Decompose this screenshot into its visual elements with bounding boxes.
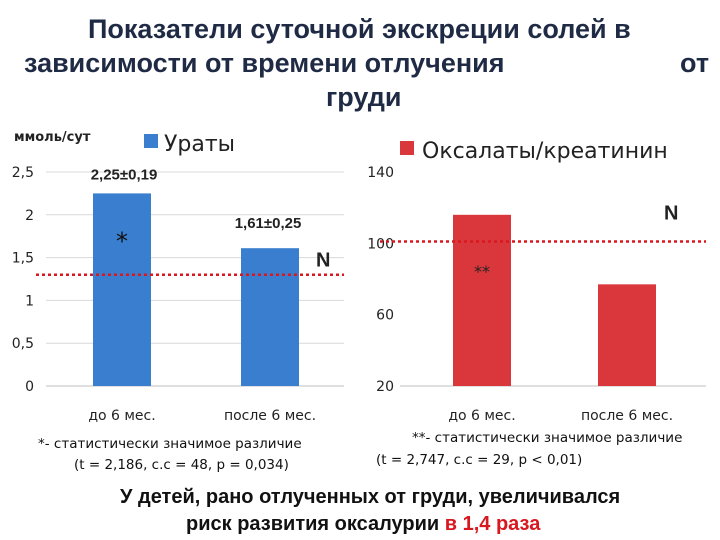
chart-1-data-label: 2,25±0,19 [91,166,158,183]
chart-2-bar-annotation: ** [474,262,490,281]
conclusion-line-2: риск развития оксалурии в 1,4 раза [186,513,540,536]
slide-title-line-3: груди [326,82,402,112]
conclusion-highlight: в 1,4 раза [444,513,541,535]
chart-1-y-tick-label: 0 [25,379,34,395]
right-note-line-1: **- статистически значимое различие [412,430,683,446]
chart-2-y-tick-label: 100 [367,236,394,252]
chart-1-y-tick-label: 1,5 [12,251,34,267]
chart-2-x-tick-label: до 6 мес. [448,408,515,424]
chart-1-x-tick-label: после 6 мес. [224,408,316,424]
slide-title-line-1: Показатели суточной экскреции солей в [88,14,631,44]
chart-1-bar-annotation: * [116,227,128,255]
chart-2-y-tick-label: 20 [376,379,394,395]
chart-1-y-tick-label: 2 [25,208,34,224]
chart-1-plot-area [46,158,344,416]
chart-1-bar [93,193,151,386]
chart-2-x-tick-label: после 6 мес. [581,408,673,424]
chart-1-x-tick-label: до 6 мес. [88,408,155,424]
chart-2-legend-swatch [400,141,414,155]
chart-2-y-tick-label: 60 [376,308,394,324]
slide-title-line-2: зависимости от времени отлучения [24,48,505,78]
conclusion-line-1: У детей, рано отлученных от груди, увели… [120,486,621,508]
right-note-line-2: (t = 2,747, с.с = 29, p < 0,01) [376,452,583,468]
slide-title-line-2-end: от [680,48,710,78]
chart-2-y-tick-label: 140 [367,165,394,181]
chart-2-norm-label: N [664,203,678,225]
chart-1-norm-label: N [316,250,330,272]
chart-1-y-tick-label: 0,5 [12,336,34,352]
chart-1-data-label: 1,61±0,25 [235,215,302,232]
chart-1-y-axis-label: ммоль/сут [14,130,91,145]
conclusion-text: риск развития оксалурии [186,513,445,535]
chart-1-bar [241,248,299,386]
chart-2-bar [598,284,656,386]
chart-1-y-tick-label: 1 [25,293,34,309]
left-note-line-1: *- статистически значимое различие [38,436,302,452]
left-note-line-2: (t = 2,186, с.с = 48, p = 0,034) [74,457,289,473]
chart-2-plot-area [400,158,706,416]
chart-1-y-tick-label: 2,5 [12,165,34,181]
chart-1-legend-swatch [144,134,158,148]
chart-2-bar [453,214,511,386]
chart-1-legend-label: Ураты [164,132,235,157]
chart-2-legend-label: Оксалаты/креатинин [422,139,668,164]
